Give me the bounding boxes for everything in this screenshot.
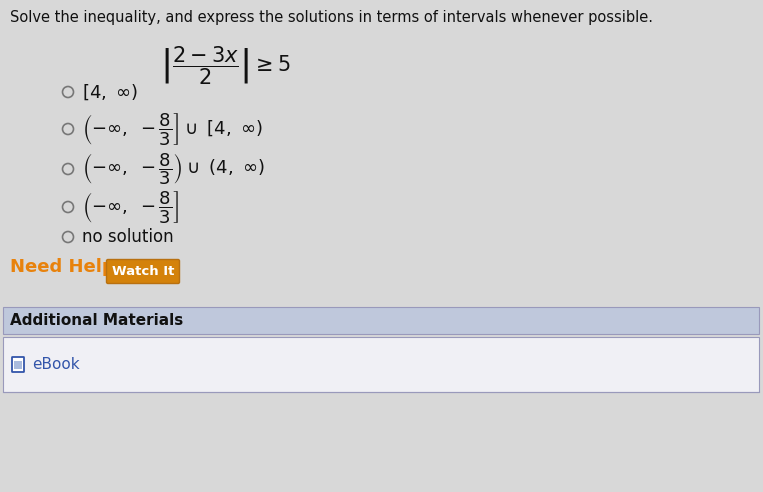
Text: $\left(-\infty,\ -\dfrac{8}{3}\right] \cup\ [4,\ \infty)$: $\left(-\infty,\ -\dfrac{8}{3}\right] \c… (82, 111, 262, 147)
Bar (3, 337, 759, 392)
Text: Solve the inequality, and express the solutions in terms of intervals whenever p: Solve the inequality, and express the so… (10, 10, 653, 25)
Text: $\left(-\infty,\ -\dfrac{8}{3}\right) \cup\ (4,\ \infty)$: $\left(-\infty,\ -\dfrac{8}{3}\right) \c… (82, 151, 265, 187)
Text: $[4,\ \infty)$: $[4,\ \infty)$ (82, 82, 138, 102)
Bar (14, 361, 22, 369)
Bar (3, 307, 759, 334)
Text: $\left(-\infty,\ -\dfrac{8}{3}\right]$: $\left(-\infty,\ -\dfrac{8}{3}\right]$ (82, 189, 179, 225)
Text: Additional Materials: Additional Materials (10, 313, 183, 328)
Text: $\left|\dfrac{2-3x}{2}\right| \geq 5$: $\left|\dfrac{2-3x}{2}\right| \geq 5$ (160, 44, 291, 87)
Text: no solution: no solution (82, 228, 174, 246)
FancyBboxPatch shape (107, 259, 179, 283)
Text: Need Help?: Need Help? (10, 258, 125, 276)
Text: Watch It: Watch It (112, 265, 174, 278)
Text: eBook: eBook (32, 357, 79, 372)
FancyBboxPatch shape (12, 357, 24, 372)
